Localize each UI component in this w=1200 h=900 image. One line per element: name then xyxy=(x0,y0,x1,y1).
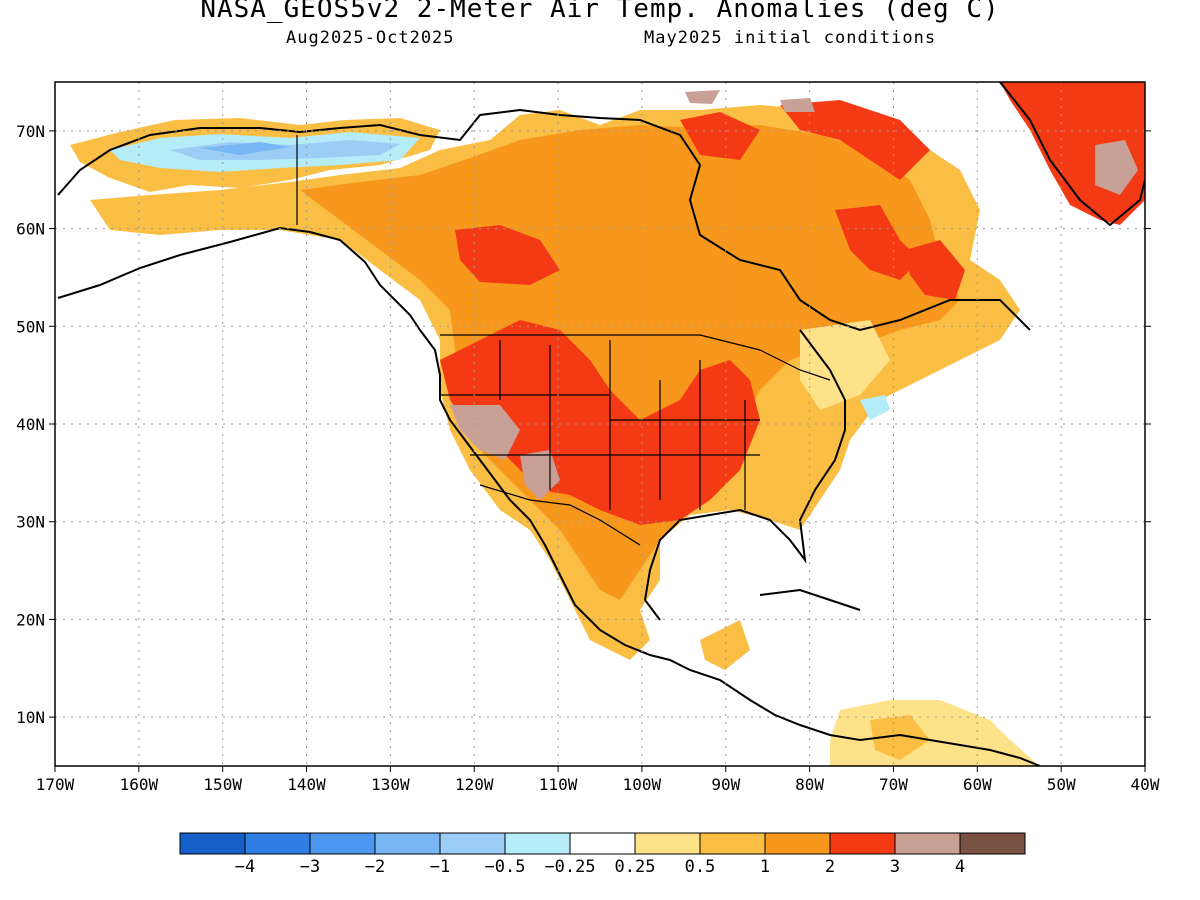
latitude-label: 60N xyxy=(16,220,45,239)
colorbar-swatch xyxy=(569,832,636,855)
colorbar-swatch xyxy=(829,832,896,855)
latitude-label: 30N xyxy=(16,513,45,532)
colorbar-label: −0.5 xyxy=(485,857,526,877)
extreme-patch-greenland xyxy=(1095,140,1138,195)
light-warm-south-america xyxy=(830,700,1040,766)
longitude-label: 60W xyxy=(963,775,992,794)
map-title: NASA_GEOS5v2 2-Meter Air Temp. Anomalies… xyxy=(200,0,1000,24)
longitude-label: 40W xyxy=(1131,775,1160,794)
colorbar-swatch xyxy=(244,832,311,855)
colorbar-label: 2 xyxy=(825,857,835,877)
hot-core-canada xyxy=(455,225,560,285)
latitude-label: 50N xyxy=(16,317,45,336)
colorbar-label: 1 xyxy=(760,857,770,877)
hot-core-baffin xyxy=(780,100,930,180)
colorbar-label: −2 xyxy=(365,857,385,877)
light-warm-northeast xyxy=(800,320,890,410)
hot-core-us xyxy=(440,320,760,525)
longitude-label: 100W xyxy=(623,775,662,794)
latitude-label: 10N xyxy=(16,708,45,727)
longitude-label: 110W xyxy=(539,775,578,794)
colorbar-label: −4 xyxy=(235,857,255,877)
atlantic-gulf-coastline xyxy=(643,329,846,621)
latitude-axis: 10N 20N 30N 40N 50N 60N 70N xyxy=(16,122,1151,727)
longitude-axis: 170W 160W 150W 140W 130W 120W 110W 100W 90W 80W 70… xyxy=(36,766,1160,794)
initial-conditions: May2025 initial conditions xyxy=(644,28,937,48)
hot-core-arctic xyxy=(680,112,760,160)
hot-core-quebec xyxy=(905,240,965,300)
colorbar-swatch xyxy=(309,832,376,855)
colorbar-swatch xyxy=(894,832,961,855)
us-mexico-border xyxy=(479,484,641,546)
extreme-patch-california xyxy=(450,405,520,460)
warm-patch-south-america xyxy=(870,715,930,760)
longitude-label: 160W xyxy=(120,775,159,794)
longitude-label: 70W xyxy=(879,775,908,794)
colorbar-swatch xyxy=(699,832,766,855)
colorbar-swatch xyxy=(374,832,441,855)
political-borders xyxy=(296,135,831,546)
colorbar-swatch xyxy=(179,832,246,855)
hot-core-labrador xyxy=(835,205,920,280)
colorbar-label: −1 xyxy=(430,857,450,877)
anomaly-field xyxy=(70,82,1145,766)
latitude-label: 40N xyxy=(16,415,45,434)
longitude-label: 150W xyxy=(203,775,242,794)
colorbar-swatch xyxy=(439,832,506,855)
arctic-hudson-coastline xyxy=(57,108,1031,332)
caribbean-islands xyxy=(759,588,861,611)
extreme-patch-arctic xyxy=(685,90,720,104)
longitude-label: 170W xyxy=(36,775,75,794)
longitude-label: 130W xyxy=(371,775,410,794)
longitude-label: 120W xyxy=(455,775,494,794)
forecast-period: Aug2025-Oct2025 xyxy=(286,28,455,48)
longitude-label: 140W xyxy=(287,775,326,794)
extreme-patch-baffin xyxy=(780,98,815,112)
cool-patch-newengland xyxy=(860,395,890,420)
us-canada-border xyxy=(440,334,831,381)
graticule xyxy=(55,82,1145,766)
colorbar-label: 4 xyxy=(955,857,965,877)
colorbar-label: −3 xyxy=(300,857,320,877)
longitude-label: 50W xyxy=(1047,775,1076,794)
colorbar: −4 −3 −2 −1 −0.5 −0.25 0.25 0.5 1 2 3 4 xyxy=(179,832,1026,877)
colorbar-swatch xyxy=(764,832,831,855)
longitude-label: 80W xyxy=(795,775,824,794)
warm-patch-central-america xyxy=(700,620,750,670)
pacific-coastline xyxy=(57,226,1041,766)
colorbar-label: −0.25 xyxy=(544,857,595,877)
state-borders xyxy=(440,340,760,510)
longitude-label: 90W xyxy=(711,775,740,794)
colorbar-label: 0.25 xyxy=(615,857,656,877)
greenland-coastline xyxy=(999,82,1145,227)
alaska-cold-region xyxy=(170,140,400,160)
colorbar-label: 0.5 xyxy=(685,857,716,877)
alaska-coldest-region xyxy=(200,142,290,155)
colorbar-swatch xyxy=(959,832,1026,855)
latitude-label: 70N xyxy=(16,122,45,141)
latitude-label: 20N xyxy=(16,610,45,629)
colorbar-swatch xyxy=(504,832,571,855)
coastlines xyxy=(57,82,1145,766)
colorbar-swatch xyxy=(634,832,701,855)
colorbar-label: 3 xyxy=(890,857,900,877)
